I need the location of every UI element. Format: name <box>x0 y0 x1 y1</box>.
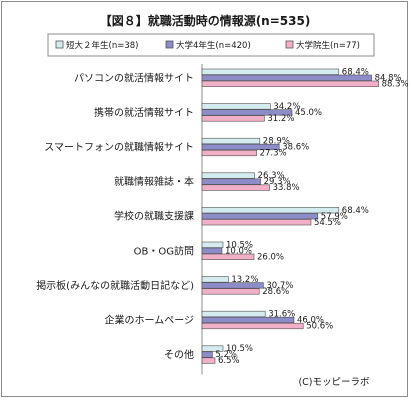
bar-2 <box>201 351 213 358</box>
data-label: 29.3% <box>264 177 291 187</box>
category-label: 就職情報雑誌・本 <box>114 175 194 188</box>
bar-2 <box>201 316 295 324</box>
bar-1 <box>201 137 261 145</box>
bar-3 <box>201 184 270 191</box>
data-label: 33.8% <box>273 183 300 193</box>
bar-2 <box>201 213 319 220</box>
data-label: 57.9% <box>321 212 348 222</box>
plot-area: パソコンの就活情報サイト 68.4% 84.8%88.3% 携帯の就活情報サイト 34.… <box>36 64 409 375</box>
bar-2 <box>201 74 372 81</box>
data-label: 28.9% <box>263 137 290 147</box>
bar-1 <box>201 241 224 248</box>
data-label: 27.3% <box>260 149 287 159</box>
data-label: 68.4% <box>342 206 369 216</box>
data-label: 45.0% <box>295 108 322 118</box>
legend-swatch-1 <box>55 40 64 49</box>
data-label: 6.5% <box>218 356 240 366</box>
data-label: 50.6% <box>306 322 333 332</box>
bar-3 <box>201 357 216 364</box>
data-label: 5.2% <box>215 350 237 360</box>
legend-label-1: 短大２年生(n=38) <box>66 40 138 51</box>
bar-1 <box>201 207 340 214</box>
bar-2 <box>201 247 223 254</box>
bar-2 <box>201 143 280 151</box>
data-label: 30.7% <box>266 281 293 291</box>
legend-box <box>47 33 375 57</box>
category-label: その他 <box>164 348 194 361</box>
legend-label-3: 大学院生(n=77) <box>296 40 360 51</box>
data-label: 31.2% <box>267 114 294 124</box>
bar-2 <box>201 282 264 289</box>
data-label: 26.3% <box>258 171 285 181</box>
category-label: 掲示板(みんなの就職活動日記など) <box>36 279 194 292</box>
data-label: 88.3% <box>382 79 409 89</box>
data-label: 10.5% <box>226 344 253 354</box>
category-label: 企業のホームページ <box>105 314 195 327</box>
category-label: OB・OG訪問 <box>134 244 194 257</box>
data-label: 54.5% <box>314 218 341 228</box>
bar-1 <box>201 103 271 110</box>
data-label: 38.6% <box>282 143 309 153</box>
bar-1 <box>201 310 266 318</box>
bar-2 <box>201 109 293 116</box>
data-label: 68.4% <box>342 67 369 77</box>
bar-3 <box>201 80 379 87</box>
bar-3 <box>201 219 312 226</box>
bar-2 <box>201 178 261 185</box>
category-label: パソコンの就活情報サイト <box>74 71 194 84</box>
data-label: 13.2% <box>231 275 258 285</box>
data-label: 84.8% <box>375 73 402 83</box>
bar-1 <box>201 276 229 283</box>
data-label: 28.6% <box>262 287 289 297</box>
legend-swatch-2 <box>165 40 174 49</box>
data-label: 31.6% <box>268 310 295 320</box>
bar-1 <box>201 345 224 352</box>
legend-label-2: 大学4年生(n=420) <box>176 40 251 51</box>
bar-1 <box>201 172 255 179</box>
bar-3 <box>201 115 265 122</box>
bar-3 <box>201 253 255 260</box>
data-label: 10.0% <box>225 246 252 256</box>
legend: 短大２年生(n=38) 大学4年生(n=420) 大学院生(n=77) <box>55 40 360 51</box>
category-label: スマートフォンの就職情報サイト <box>44 141 194 154</box>
legend-swatch-3 <box>285 40 294 49</box>
data-label: 10.5% <box>226 240 253 250</box>
chart-title: 【図８】就職活動時の情報源(n=535) <box>100 13 311 28</box>
category-label: 学校の就職支援課 <box>114 210 194 223</box>
credit-text: (C)モッピーラボ <box>298 377 370 388</box>
bar-3 <box>201 149 257 157</box>
bar-3 <box>201 288 260 295</box>
data-label: 46.0% <box>297 316 324 326</box>
bar-1 <box>201 68 340 75</box>
bar-3 <box>201 322 304 330</box>
data-label: 26.0% <box>257 252 284 262</box>
category-label: 携帯の就活情報サイト <box>94 106 194 119</box>
data-label: 34.2% <box>273 102 300 112</box>
